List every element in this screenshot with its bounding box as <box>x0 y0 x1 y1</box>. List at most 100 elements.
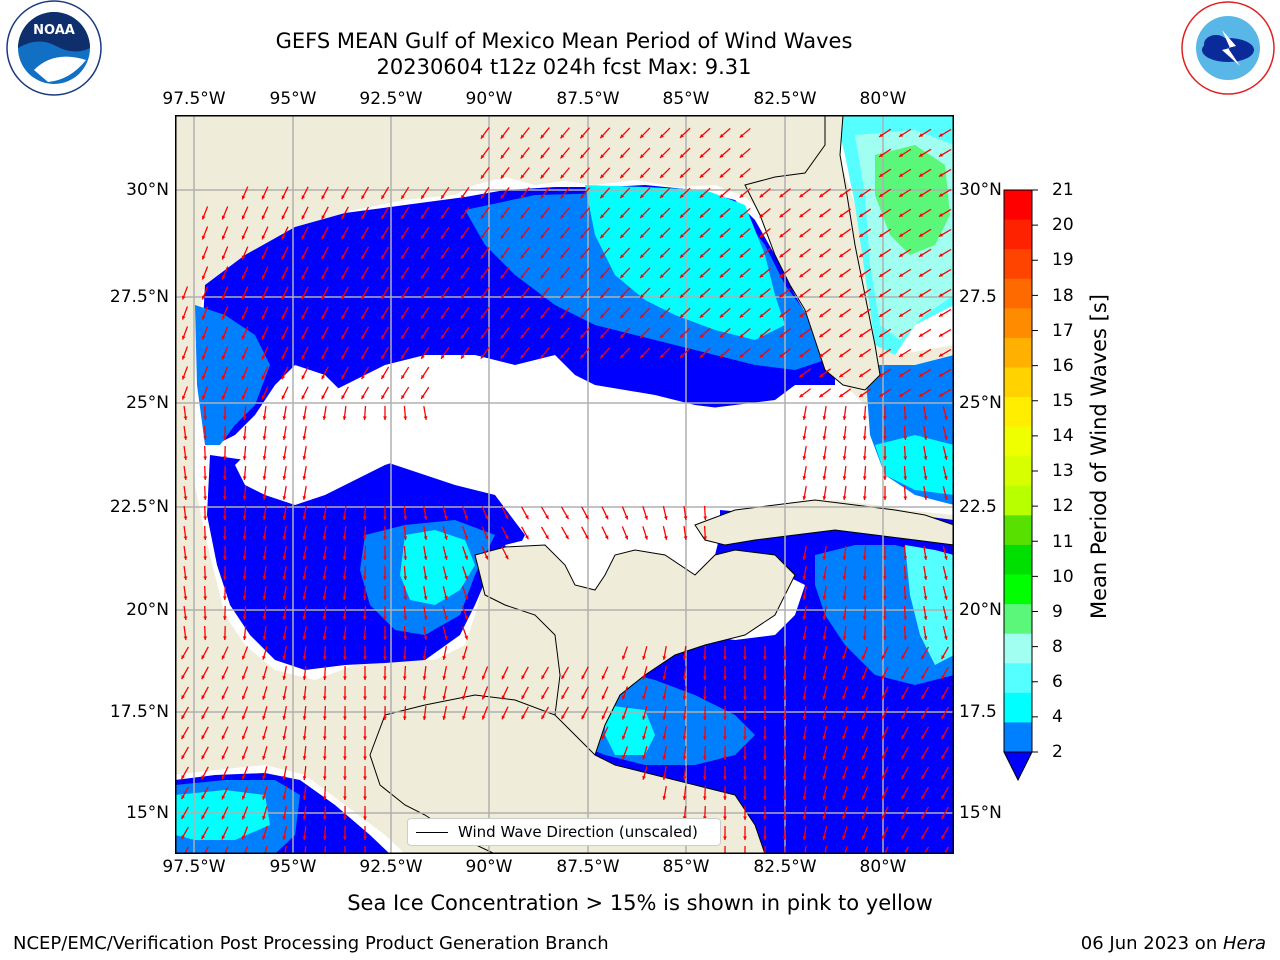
wind-wave-arrowhead <box>624 535 629 540</box>
wind-wave-arrowhead <box>403 556 408 560</box>
wind-wave-arrowhead <box>600 134 605 139</box>
wind-wave-arrowhead <box>822 416 827 420</box>
wind-wave-arrowhead <box>903 416 908 420</box>
wind-wave-arrowhead <box>640 134 644 139</box>
wind-wave-arrowhead <box>839 293 844 298</box>
wind-wave-arrowhead <box>480 254 485 259</box>
wind-wave-arrowhead <box>520 294 525 299</box>
wind-wave-arrowhead <box>183 456 188 460</box>
wind-wave-arrowhead <box>560 194 565 199</box>
wind-wave-arrowhead <box>842 655 846 660</box>
wind-wave-arrowhead <box>919 333 924 337</box>
wind-wave-arrowhead <box>282 516 287 520</box>
wind-wave-arrowhead <box>561 715 565 720</box>
wind-wave-arrowhead <box>723 756 727 760</box>
wind-wave-arrowhead <box>938 153 943 157</box>
wind-wave-arrowhead <box>241 815 246 820</box>
wind-wave-arrowhead <box>580 214 585 219</box>
wind-wave-arrowhead <box>401 314 405 319</box>
wind-wave-arrowhead <box>403 596 408 600</box>
wind-wave-arrowhead <box>938 253 943 257</box>
period-field-6s-d <box>175 790 270 840</box>
wind-wave-arrowhead <box>423 576 428 580</box>
wind-wave-arrowhead <box>943 415 948 420</box>
wind-wave-arrowhead <box>381 275 385 280</box>
wind-wave-arrowhead <box>201 275 206 280</box>
date-text: 06 Jun 2023 on Hera <box>1081 933 1266 954</box>
wind-wave-arrowhead <box>923 616 928 620</box>
wind-wave-arrowhead <box>221 715 226 720</box>
wind-wave-arrowhead <box>281 215 286 220</box>
wind-wave-arrowhead <box>281 375 286 380</box>
wind-wave-arrowhead <box>322 796 327 800</box>
wind-wave-arrowhead <box>903 476 908 480</box>
wind-wave-arrowhead <box>363 796 367 800</box>
period-field-10s <box>875 145 950 255</box>
wind-wave-arrowhead <box>702 776 707 780</box>
wind-wave-arrowhead <box>183 616 188 620</box>
wind-wave-arrowhead <box>540 334 545 339</box>
wind-wave-arrowhead <box>938 193 943 197</box>
wind-wave-arrowhead <box>383 556 387 560</box>
wind-wave-arrowhead <box>620 334 625 339</box>
wind-wave-arrowhead <box>222 636 227 640</box>
wind-wave-arrowhead <box>262 536 267 540</box>
wind-wave-arrowhead <box>181 335 186 340</box>
noaa-logo: NOAA <box>4 0 104 100</box>
wind-wave-arrowhead <box>662 776 667 780</box>
wind-wave-arrowhead <box>819 233 824 238</box>
wind-wave-arrowhead <box>859 393 864 397</box>
wind-wave-arrowhead <box>941 735 945 740</box>
wind-wave-arrowhead <box>222 556 227 560</box>
wind-wave-arrowhead <box>941 775 945 780</box>
wind-wave-arrowhead <box>540 214 545 219</box>
wind-wave-arrowhead <box>642 735 646 740</box>
wind-wave-arrowhead <box>203 616 208 620</box>
wind-wave-arrowhead <box>679 294 684 298</box>
wind-wave-arrowhead <box>181 655 185 660</box>
wind-wave-arrowhead <box>422 656 427 660</box>
wind-wave-arrowhead <box>261 195 266 200</box>
wind-wave-arrowhead <box>421 234 425 239</box>
colorbar-swatch <box>1004 219 1032 250</box>
colorbar-label: 4 <box>1052 707 1063 727</box>
wind-wave-arrowhead <box>301 295 306 300</box>
wind-wave-arrowhead <box>401 214 405 219</box>
wind-wave-arrowhead <box>938 273 943 277</box>
wind-wave-arrowhead <box>241 695 246 700</box>
wind-wave-arrowhead <box>343 676 347 680</box>
wind-wave-arrowhead <box>201 795 206 800</box>
lat-tick-left: 27.5°N <box>109 287 169 307</box>
wind-wave-arrowhead <box>262 835 266 840</box>
wind-wave-arrowhead <box>462 695 466 700</box>
noaa-logo-text: NOAA <box>33 23 75 38</box>
wind-wave-arrowhead <box>462 655 466 660</box>
wind-wave-arrowhead <box>401 354 405 359</box>
wind-wave-arrowhead <box>541 675 545 680</box>
wind-wave-arrowhead <box>822 496 827 500</box>
wind-wave-arrowhead <box>679 174 684 178</box>
wind-wave-arrowhead <box>560 354 565 359</box>
wind-wave-arrowhead <box>183 496 188 500</box>
wind-wave-arrowhead <box>683 516 688 520</box>
wind-wave-arrowhead <box>640 194 644 199</box>
grid-lines <box>175 115 954 854</box>
wind-wave-arrowhead <box>302 636 307 640</box>
wind-wave-arrowhead <box>580 334 585 339</box>
wind-wave-arrowhead <box>401 234 405 239</box>
wind-wave-arrowhead <box>802 656 807 660</box>
wind-wave-arrowhead <box>763 656 767 660</box>
wind-wave-arrowhead <box>261 255 266 260</box>
wind-wave-arrowhead <box>682 656 687 660</box>
wind-wave-arrowhead <box>203 536 208 540</box>
wind-wave-arrowhead <box>201 715 206 720</box>
wind-wave-arrowhead <box>779 293 784 298</box>
wind-wave-arrowhead <box>763 816 767 820</box>
wind-wave-arrowhead <box>802 716 807 720</box>
wind-wave-arrowhead <box>580 194 585 199</box>
wind-wave-arrowhead <box>842 695 846 700</box>
wind-wave-arrowhead <box>302 696 307 700</box>
wind-wave-arrowhead <box>802 436 807 440</box>
lat-tick-right: 30°N <box>959 180 1002 200</box>
wind-wave-arrowhead <box>943 555 948 560</box>
